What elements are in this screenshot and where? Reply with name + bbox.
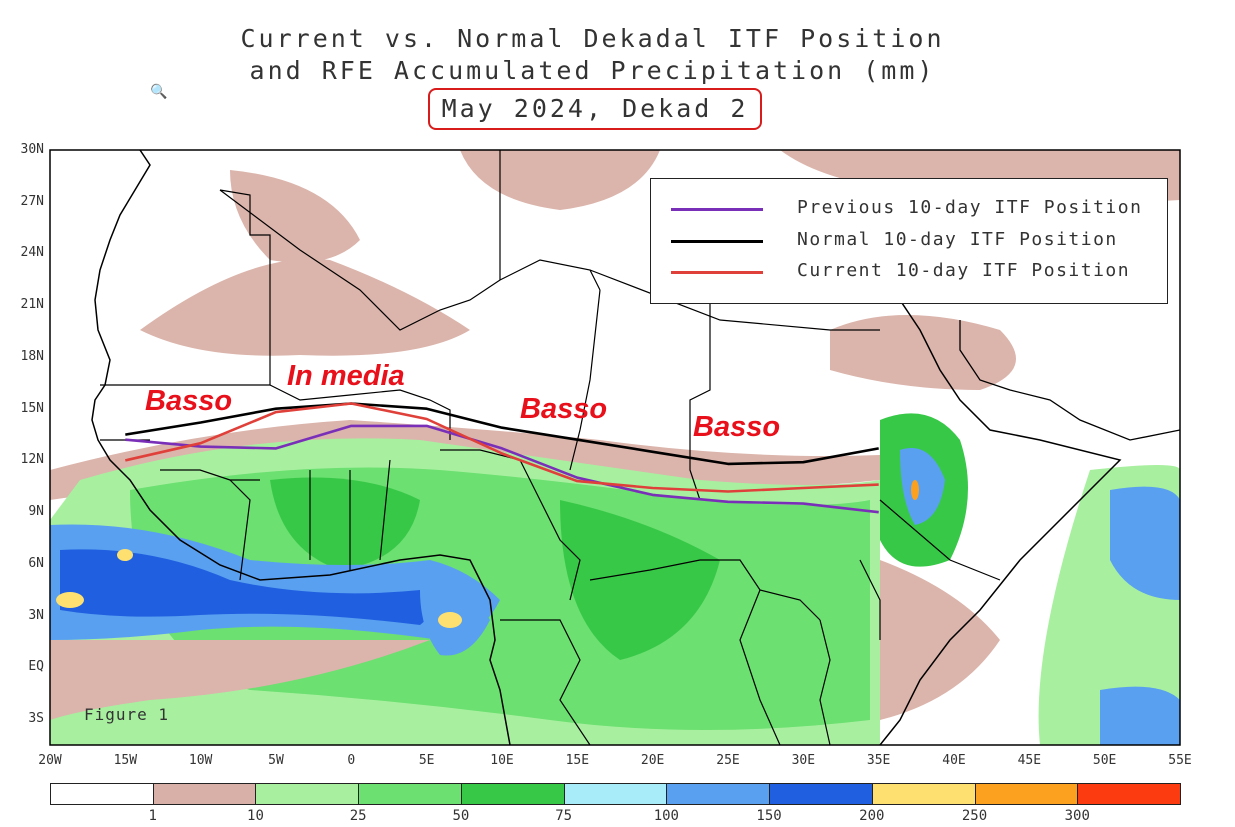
annotation-low-east: Basso bbox=[693, 411, 781, 443]
light-rain-region bbox=[880, 560, 1000, 720]
legend-label-previous: Previous 10-day ITF Position bbox=[797, 197, 1143, 218]
lat-tick-label: EQ bbox=[28, 659, 44, 675]
legend-label-normal: Normal 10-day ITF Position bbox=[797, 229, 1118, 250]
heavy-rain-region bbox=[560, 500, 720, 660]
legend-swatch-previous bbox=[671, 208, 763, 211]
lat-tick-label: 27N bbox=[20, 193, 44, 209]
colorbar-label: 150 bbox=[756, 808, 782, 824]
light-rain-region bbox=[50, 640, 430, 720]
colorbar-segment bbox=[769, 783, 873, 805]
colorbar-label: 1 bbox=[148, 808, 157, 824]
lon-tick-label: 55E bbox=[1168, 753, 1192, 768]
lon-tick-label: 10W bbox=[188, 753, 213, 768]
colorbar-label: 75 bbox=[555, 808, 573, 824]
west-africa-coastline bbox=[91, 150, 511, 745]
colorbar-segment bbox=[460, 783, 565, 805]
legend-item-current: Current 10-day ITF Position bbox=[671, 260, 1161, 284]
colorbar-label: 250 bbox=[961, 808, 988, 824]
lon-tick-label: 20W bbox=[38, 753, 62, 768]
east-africa-coastline bbox=[879, 239, 1122, 745]
heavy-rain-region bbox=[270, 477, 420, 570]
colorbar-label: 25 bbox=[349, 808, 367, 824]
legend-swatch-normal bbox=[671, 240, 763, 243]
lon-tick-label: 30E bbox=[791, 753, 816, 768]
very-heavy-rain-region bbox=[1100, 686, 1180, 745]
annotation-low-west: Basso bbox=[145, 385, 233, 417]
lat-tick-label: 15N bbox=[20, 400, 44, 416]
lon-tick-label: 40E bbox=[942, 753, 966, 768]
lon-tick-label: 5E bbox=[418, 753, 435, 768]
light-rain-region bbox=[230, 170, 360, 263]
colorbar-segment bbox=[1077, 783, 1181, 805]
map-title-line-1: Current vs. Normal Dekadal ITF Position bbox=[240, 24, 945, 53]
itf-normal-line bbox=[125, 402, 879, 466]
lon-tick-label: 15W bbox=[113, 753, 138, 768]
map-title-line-2: and RFE Accumulated Precipitation (mm) bbox=[249, 56, 936, 85]
lon-tick-label: 50E bbox=[1092, 753, 1117, 768]
arabia-coastline bbox=[959, 320, 1180, 441]
legend-item-previous: Previous 10-day ITF Position bbox=[671, 197, 1161, 221]
colorbar-label: 50 bbox=[452, 808, 470, 824]
map-frame bbox=[49, 149, 1181, 746]
lon-tick-label: 35E bbox=[866, 753, 891, 768]
very-heavy-rain-region bbox=[1110, 486, 1180, 600]
colorbar-label: 300 bbox=[1064, 808, 1090, 824]
itf-legend: Previous 10-day ITF Position Normal 10-d… bbox=[650, 178, 1168, 304]
zoom-in-icon[interactable]: 🔍 bbox=[150, 84, 168, 100]
colorbar-segment bbox=[50, 783, 154, 805]
lat-tick-label: 3N bbox=[28, 607, 44, 623]
light-rain-region bbox=[460, 150, 660, 210]
colorbar-label: 10 bbox=[247, 808, 264, 824]
colorbar-segment bbox=[152, 783, 257, 805]
lat-tick-label: 21N bbox=[20, 297, 44, 313]
lon-tick-label: 5W bbox=[268, 753, 284, 768]
lat-tick-label: 6N bbox=[28, 555, 44, 571]
lon-tick-label: 15E bbox=[565, 753, 590, 768]
itf-current-line bbox=[125, 402, 879, 493]
colorbar-segment bbox=[666, 783, 771, 805]
annotation-medium: In media bbox=[287, 360, 405, 392]
lat-tick-label: 12N bbox=[20, 452, 44, 468]
lon-tick-label: 0 bbox=[347, 753, 356, 768]
lat-tick-label: 18N bbox=[20, 348, 44, 364]
very-heavy-rain-region bbox=[60, 549, 430, 625]
lon-tick-label: 10E bbox=[490, 753, 514, 768]
lat-tick-label: 30N bbox=[20, 142, 44, 157]
date-highlight-box: May 2024, Dekad 2 bbox=[428, 88, 762, 130]
colorbar-label: 200 bbox=[859, 808, 885, 824]
figure-label: Figure 1 bbox=[84, 705, 170, 724]
colorbar-segment bbox=[255, 783, 360, 805]
lon-tick-label: 45E bbox=[1017, 753, 1042, 768]
annotation-low-central: Basso bbox=[520, 393, 608, 425]
light-rain-region bbox=[140, 258, 470, 356]
legend-label-current: Current 10-day ITF Position bbox=[797, 260, 1131, 281]
colorbar-segment bbox=[358, 783, 462, 805]
legend-swatch-current bbox=[671, 271, 763, 274]
legend-item-normal: Normal 10-day ITF Position bbox=[671, 229, 1161, 253]
lon-tick-label: 25E bbox=[716, 753, 740, 768]
very-heavy-rain-region bbox=[900, 448, 945, 525]
lat-tick-label: 3S bbox=[28, 711, 44, 727]
colorbar-label: 100 bbox=[653, 808, 679, 824]
country-borders bbox=[100, 150, 1001, 745]
colorbar-segment bbox=[871, 783, 976, 805]
colorbar-segment bbox=[563, 783, 668, 805]
light-rain-region bbox=[830, 315, 1016, 390]
colorbar-segment bbox=[974, 783, 1079, 805]
itf-previous-line bbox=[125, 424, 879, 514]
lat-tick-label: 9N bbox=[28, 504, 44, 520]
lat-tick-label: 24N bbox=[20, 245, 44, 261]
lon-tick-label: 20E bbox=[640, 753, 665, 768]
